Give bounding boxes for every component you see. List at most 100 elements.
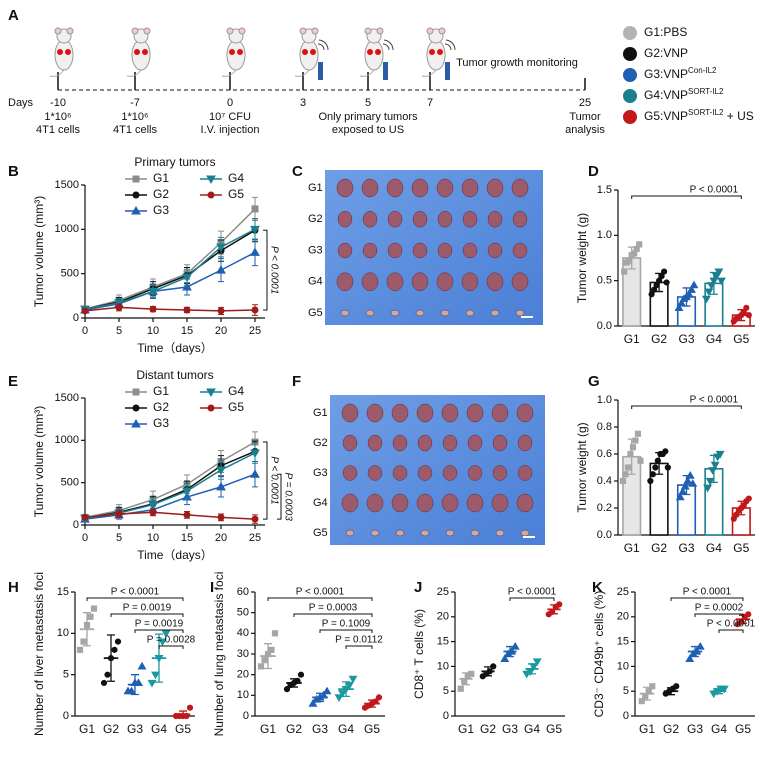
marker bbox=[294, 677, 301, 684]
marker bbox=[158, 638, 167, 647]
day-note: I.V. injection bbox=[201, 124, 260, 136]
tumor bbox=[341, 493, 359, 513]
mouse-ear bbox=[131, 27, 139, 35]
tumor bbox=[342, 465, 358, 481]
legend-swatch bbox=[623, 68, 637, 82]
significance-bracket bbox=[718, 629, 744, 633]
x-tick-label: G5 bbox=[364, 722, 380, 736]
marker bbox=[685, 654, 695, 663]
legend-label: G2 bbox=[153, 400, 169, 414]
legend-sup: Con-IL2 bbox=[688, 66, 717, 75]
ultrasound-wave bbox=[444, 39, 456, 51]
significance-bracket bbox=[293, 613, 373, 617]
x-tick-label: 0 bbox=[82, 325, 88, 337]
y-tick-label: 5 bbox=[63, 669, 69, 681]
y-tick-label: 0 bbox=[73, 519, 79, 531]
mouse-body bbox=[299, 39, 319, 71]
tumor bbox=[442, 434, 458, 452]
mouse-ear bbox=[226, 27, 234, 35]
legend-label: G5 bbox=[228, 187, 244, 201]
marker bbox=[674, 303, 684, 311]
marker bbox=[529, 663, 539, 671]
tumor bbox=[517, 434, 533, 452]
y-tick-label: 0 bbox=[443, 710, 449, 722]
y-tick-label: 0.4 bbox=[597, 475, 612, 487]
day-label: 7 bbox=[427, 97, 433, 109]
x-tick-label: G3 bbox=[502, 722, 518, 736]
y-tick-label: 0.6 bbox=[597, 448, 612, 460]
tumor bbox=[416, 493, 434, 513]
marker bbox=[556, 601, 563, 608]
marker bbox=[322, 686, 332, 695]
tumor bbox=[340, 309, 350, 317]
tumor bbox=[367, 465, 383, 481]
tumor bbox=[461, 178, 479, 198]
marker bbox=[457, 685, 464, 692]
marker bbox=[319, 690, 328, 699]
tumor bbox=[437, 242, 453, 259]
series-line bbox=[84, 511, 256, 520]
legend-name: G2:VNP bbox=[644, 46, 688, 60]
significance-bracket bbox=[263, 229, 268, 311]
marker bbox=[80, 638, 87, 645]
x-tick-label: G5 bbox=[733, 332, 749, 346]
x-tick-label: G5 bbox=[175, 722, 191, 736]
marker bbox=[486, 668, 493, 675]
tumor bbox=[517, 465, 533, 481]
y-tick-label: 0 bbox=[243, 710, 249, 722]
photo-row-label: G5 bbox=[313, 527, 328, 539]
series-line bbox=[84, 228, 256, 310]
marker bbox=[656, 277, 663, 284]
marker bbox=[115, 303, 123, 311]
tumor bbox=[362, 242, 378, 259]
marker bbox=[182, 281, 192, 291]
day-label: -7 bbox=[130, 97, 140, 109]
marker bbox=[338, 690, 347, 698]
y-tick-label: 500 bbox=[61, 268, 79, 280]
tumor bbox=[445, 529, 455, 537]
y-tick-label: 5 bbox=[623, 685, 629, 697]
significance-bracket bbox=[110, 613, 184, 617]
marker bbox=[334, 694, 344, 702]
tumor-dot bbox=[437, 49, 443, 55]
day-note: Tumor bbox=[569, 111, 601, 123]
x-tick-label: 0 bbox=[82, 532, 88, 544]
marker bbox=[264, 650, 272, 658]
marker bbox=[695, 641, 705, 650]
series-line bbox=[84, 473, 256, 520]
tumor bbox=[441, 493, 459, 513]
marker bbox=[719, 685, 729, 694]
days-label: Days bbox=[8, 97, 34, 109]
marker bbox=[692, 646, 702, 655]
tumor bbox=[362, 211, 378, 228]
p-value: P = 0.0112 bbox=[335, 635, 383, 646]
photo-row-label: G2 bbox=[313, 437, 328, 449]
photo-row-label: G4 bbox=[308, 276, 323, 288]
mouse-tail bbox=[359, 69, 375, 77]
p-value: P = 0.0003 bbox=[282, 472, 293, 521]
day-note: 4T1 cells bbox=[36, 124, 81, 136]
marker bbox=[649, 683, 656, 690]
x-axis-label: Time（days） bbox=[137, 341, 213, 355]
y-tick-label: 60 bbox=[237, 586, 249, 598]
panel-label: K bbox=[592, 579, 603, 596]
marker bbox=[81, 307, 89, 315]
legend-name: G4:VNP bbox=[644, 88, 688, 102]
ultrasound-wave bbox=[382, 39, 394, 51]
marker bbox=[131, 418, 141, 428]
day-note: 1*10⁶ bbox=[121, 111, 148, 123]
marker bbox=[507, 646, 517, 655]
series-line bbox=[84, 450, 256, 519]
legend-label: G5:VNPSORT-IL2 + US bbox=[644, 108, 754, 124]
tumor bbox=[336, 272, 354, 291]
day-note: analysis bbox=[565, 124, 605, 136]
marker bbox=[684, 289, 694, 298]
series-line bbox=[84, 208, 256, 310]
marker bbox=[206, 388, 216, 398]
series-line bbox=[84, 306, 256, 312]
marker bbox=[619, 477, 627, 485]
legend-label: G5 bbox=[228, 400, 244, 414]
y-tick-label: 15 bbox=[437, 636, 449, 648]
marker bbox=[257, 663, 265, 670]
marker bbox=[680, 481, 690, 490]
